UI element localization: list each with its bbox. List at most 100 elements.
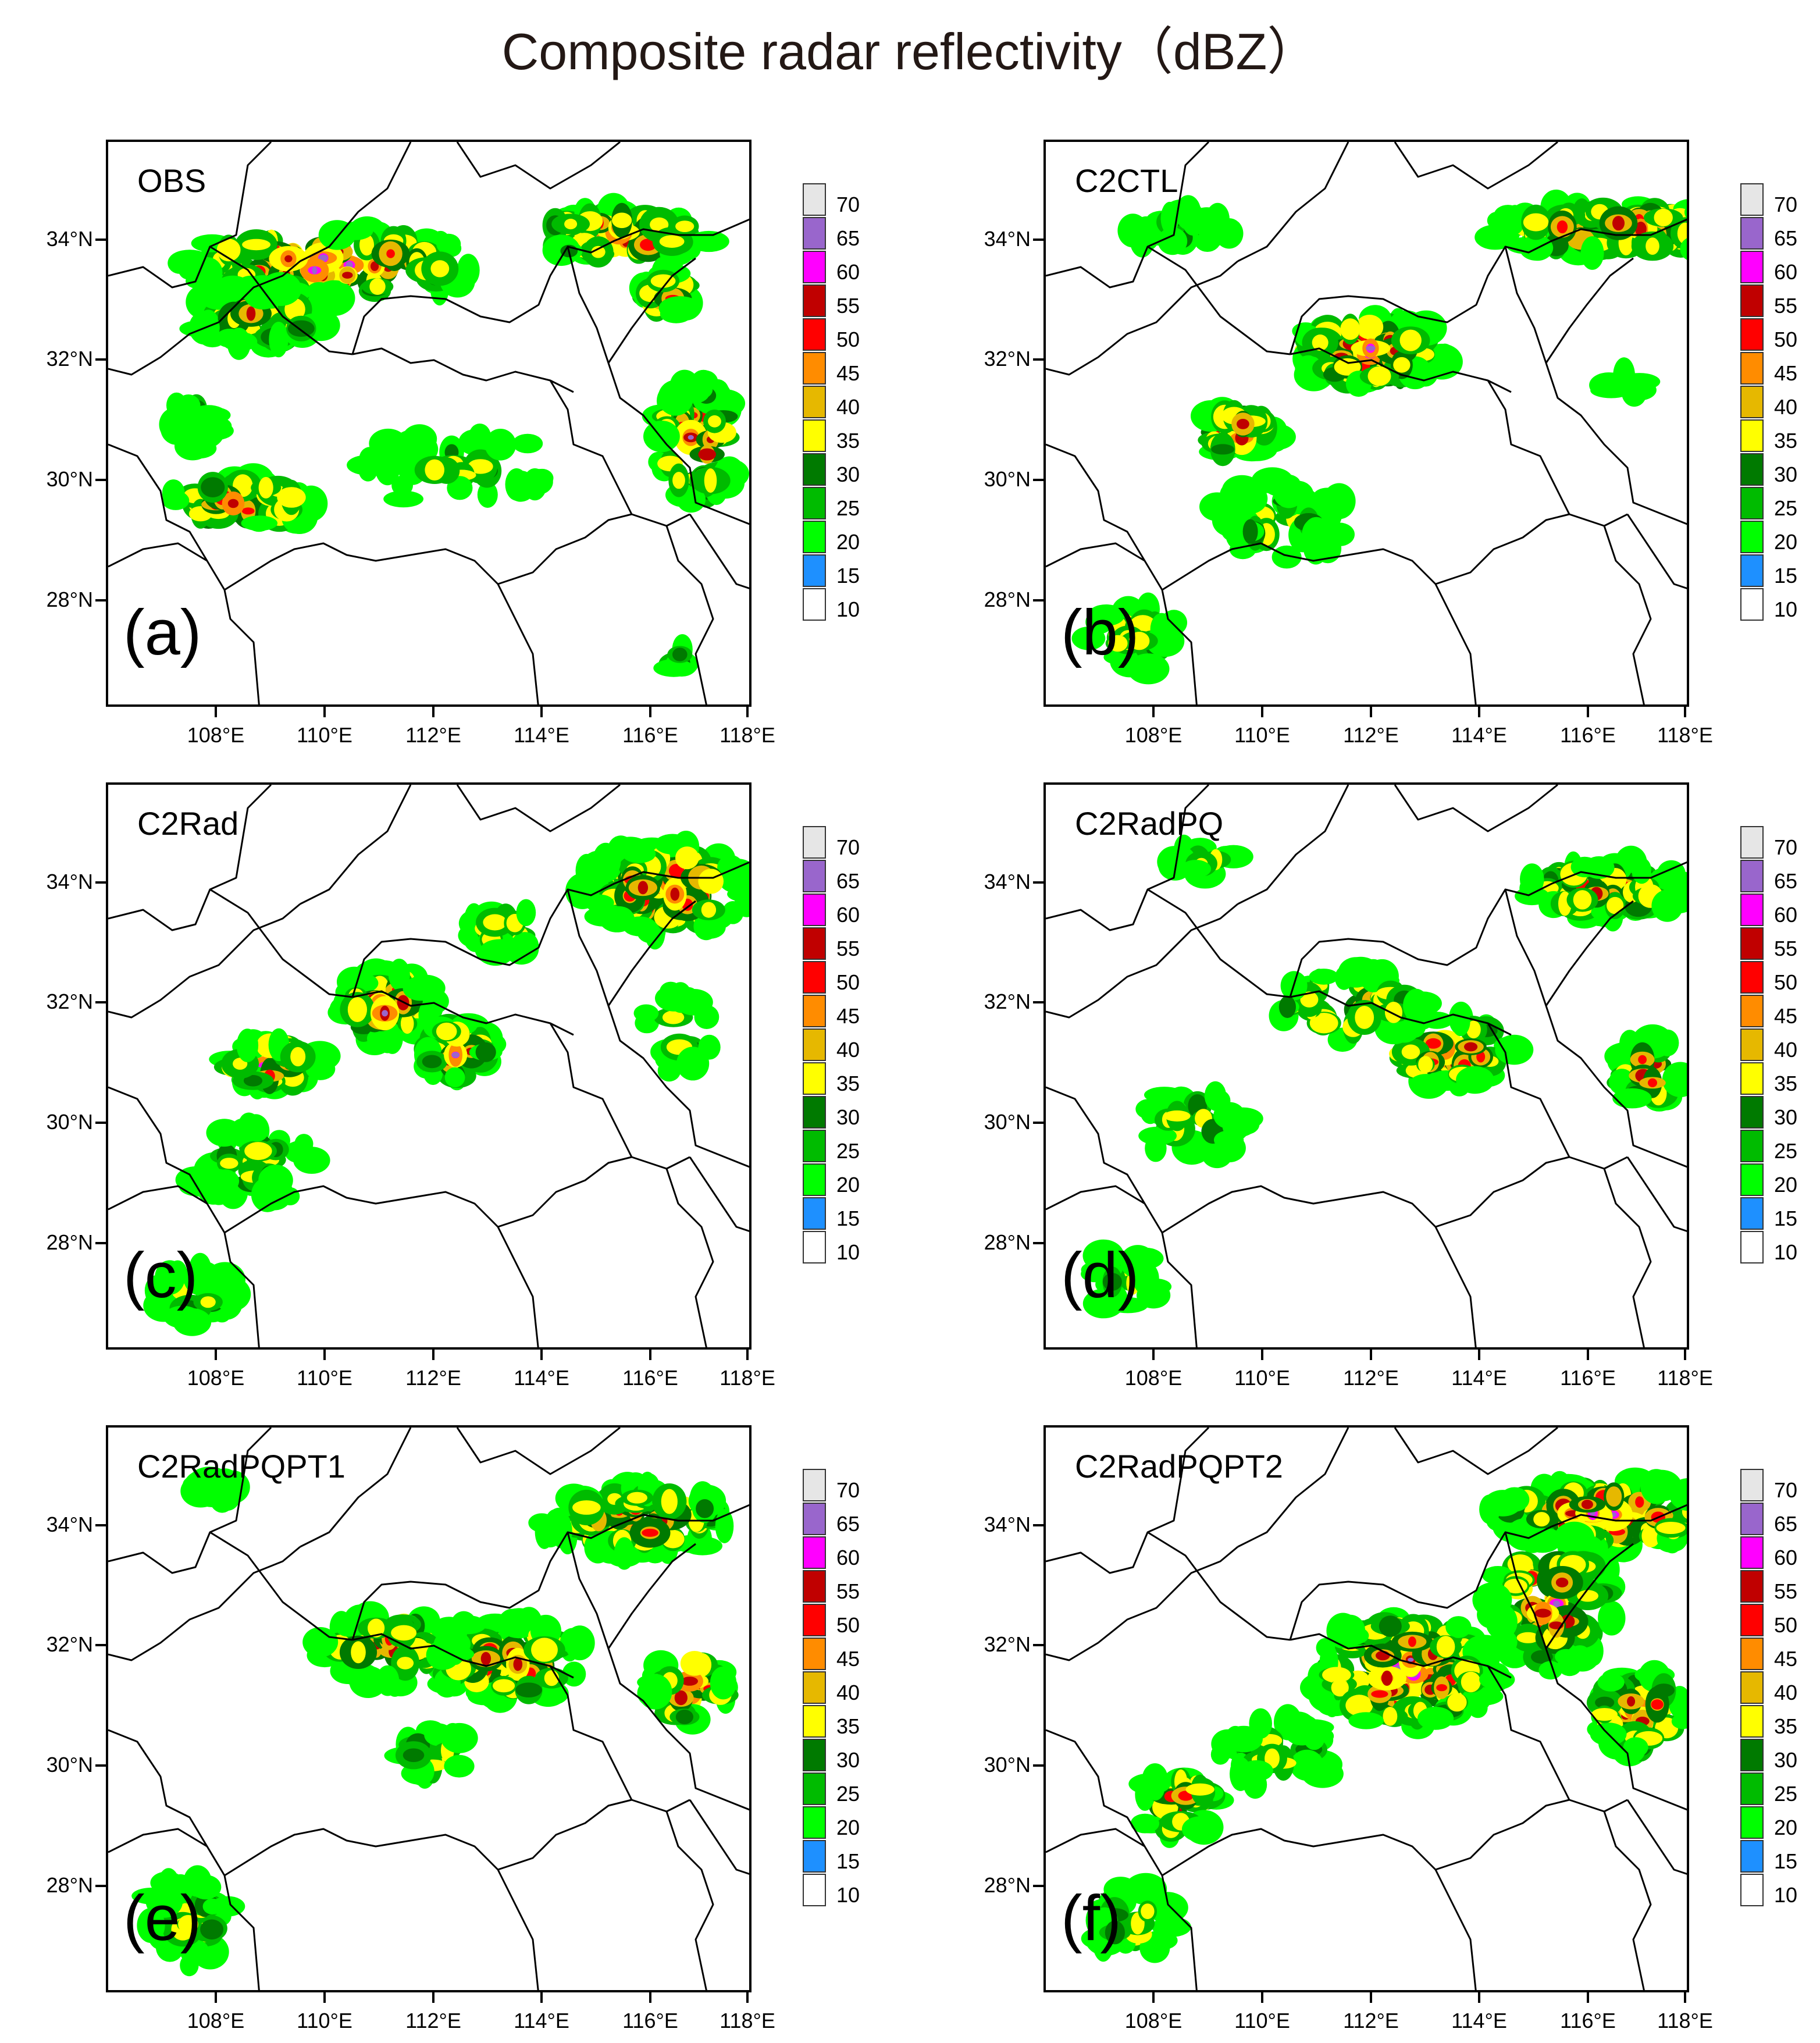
echo-cell xyxy=(422,1055,442,1069)
colorbar-level-label: 55 xyxy=(836,294,860,318)
province-boundary xyxy=(549,1665,633,1800)
province-boundary xyxy=(1435,1799,1628,1871)
colorbar-level-label: 65 xyxy=(836,869,860,893)
colorbar-swatch xyxy=(1740,554,1764,587)
echo-cell xyxy=(183,1475,212,1494)
echo-cell xyxy=(1445,1616,1472,1638)
colorbar-swatch xyxy=(1740,1231,1764,1263)
echo-cell xyxy=(246,306,256,321)
longitude-tick-label: 118°E xyxy=(720,1366,775,1390)
echo-cell xyxy=(1312,334,1329,351)
echo-cell xyxy=(1105,1920,1125,1945)
longitude-tick xyxy=(323,707,326,717)
longitude-tick-label: 112°E xyxy=(405,723,461,747)
echo-cell xyxy=(528,1513,555,1533)
province-boundary xyxy=(1603,1168,1652,1347)
colorbar-swatch xyxy=(1740,284,1764,317)
province-boundary xyxy=(1162,1828,1477,1990)
longitude-tick-label: 108°E xyxy=(1124,2009,1183,2033)
longitude-tick-label: 114°E xyxy=(514,1366,569,1390)
province-boundary xyxy=(352,1633,574,1679)
echo-cell xyxy=(359,234,374,256)
echo-cell xyxy=(386,249,395,258)
echo-cell xyxy=(1648,1078,1657,1087)
province-boundary xyxy=(1147,245,1291,355)
echo-cell xyxy=(1273,476,1305,508)
echo-cell xyxy=(668,864,685,878)
colorbar-level-label: 45 xyxy=(836,1647,860,1671)
echo-cell xyxy=(162,479,185,507)
echo-cell xyxy=(1689,220,1690,238)
longitude-tick xyxy=(1152,1992,1155,2003)
colorbar-swatch xyxy=(1740,487,1764,519)
echo-cell xyxy=(480,1652,491,1665)
echo-cell xyxy=(1533,1512,1550,1527)
echo-cell xyxy=(290,1047,306,1067)
echo-cell xyxy=(150,1871,184,1895)
echo-cell xyxy=(1671,1713,1687,1729)
echo-cell xyxy=(436,233,461,255)
map-panel-c2radpqpt2: C2RadPQPT2 (f) 34°N 32°N 30°N 28°N 108°E 110°E 1… xyxy=(938,1425,1797,2033)
colorbar-level-label: 15 xyxy=(836,1849,860,1873)
latitude-tick xyxy=(95,881,106,884)
colorbar-swatch xyxy=(803,1231,826,1263)
longitude-tick-label: 114°E xyxy=(514,723,569,747)
echo-cell xyxy=(178,1915,198,1934)
province-boundary xyxy=(549,1023,633,1158)
echo-cell xyxy=(1536,1529,1562,1548)
colorbar-level-label: 45 xyxy=(836,361,860,385)
echo-cell xyxy=(334,1612,361,1637)
echo-cell xyxy=(1436,1636,1455,1658)
colorbar-level-label: 45 xyxy=(836,1004,860,1028)
panel-letter: (a) xyxy=(123,597,202,668)
province-boundary xyxy=(607,900,696,1006)
echo-cell xyxy=(1555,1649,1577,1665)
province-boundary xyxy=(1289,1504,1687,1640)
colorbar-level-label: 65 xyxy=(1774,1512,1798,1536)
province-boundary xyxy=(351,861,749,998)
colorbar-level-label: 35 xyxy=(1774,1714,1798,1738)
echo-cell xyxy=(1367,366,1391,386)
province-boundary xyxy=(1237,142,1349,262)
colorbar-level-label: 70 xyxy=(1774,1478,1798,1502)
latitude-tick xyxy=(95,1764,106,1767)
echo-cell xyxy=(493,1679,515,1693)
echo-cell xyxy=(1577,1590,1598,1602)
echo-cell xyxy=(1597,1673,1625,1692)
longitude-tick xyxy=(540,1992,543,2003)
latitude-tick xyxy=(1033,1885,1043,1887)
latitude-tick xyxy=(1033,881,1043,884)
echo-cell xyxy=(1338,970,1360,987)
province-boundary xyxy=(209,888,353,998)
longitude-tick xyxy=(1478,707,1480,717)
echo-cell xyxy=(220,1158,238,1169)
province-boundary xyxy=(108,1729,208,1847)
echo-cell xyxy=(1240,1760,1273,1782)
colorbar-swatch xyxy=(1740,1028,1764,1061)
colorbar-swatch xyxy=(1740,1469,1764,1501)
echo-cell xyxy=(391,475,413,496)
echo-cell xyxy=(658,296,701,321)
province-boundary xyxy=(1394,785,1558,832)
longitude-tick-label: 110°E xyxy=(297,2009,352,2033)
province-boundary xyxy=(1626,514,1687,589)
province-boundary xyxy=(456,1428,621,1475)
province-boundary xyxy=(108,1185,260,1347)
colorbar-swatch xyxy=(803,1638,826,1670)
colorbar-swatch xyxy=(803,453,826,486)
colorbar-swatch xyxy=(1740,1671,1764,1704)
echo-cell xyxy=(458,429,490,455)
echo-cell xyxy=(1523,213,1549,232)
echo-cell xyxy=(1181,1816,1219,1842)
colorbar-level-label: 25 xyxy=(836,496,860,520)
longitude-tick xyxy=(432,707,434,717)
panel-letter: (e) xyxy=(123,1882,202,1954)
echo-cell xyxy=(1520,863,1544,895)
province-boundary xyxy=(665,525,714,704)
province-boundary xyxy=(300,1428,412,1548)
longitude-tick xyxy=(323,1992,326,2003)
province-boundary xyxy=(1046,542,1198,704)
province-boundary xyxy=(497,1799,690,1871)
longitude-tick-label: 116°E xyxy=(1560,1366,1616,1390)
province-boundary xyxy=(456,785,621,832)
